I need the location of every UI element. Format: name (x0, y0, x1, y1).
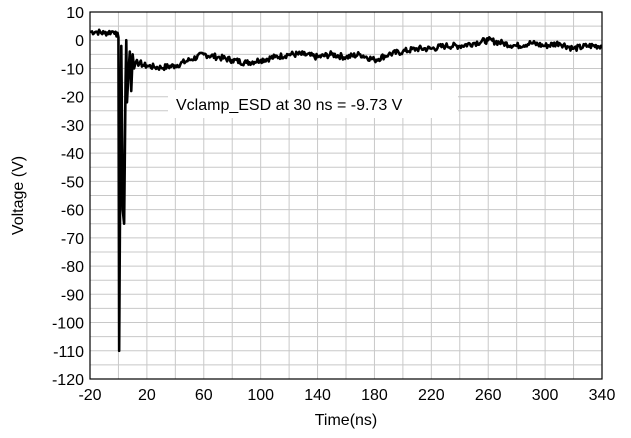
x-tick-label: 60 (195, 387, 213, 404)
y-tick-label: -120 (52, 372, 84, 389)
x-tick-label: 180 (361, 387, 388, 404)
voltage-series-line (89, 28, 603, 353)
y-tick-label: -90 (61, 287, 84, 304)
x-tick-label: 220 (418, 387, 445, 404)
y-tick-label: -70 (61, 231, 84, 248)
y-tick-label: -80 (61, 259, 84, 276)
y-tick-label: -10 (61, 61, 84, 78)
y-tick-label: -50 (61, 174, 84, 191)
plot-frame (89, 11, 603, 380)
x-tick-labels: -20 20 60 100 140 180 220 260 300 340 (78, 387, 615, 404)
y-tick-labels: 10 0 -10 -20 -30 -40 -50 -60 -70 -80 -90 -100 -110 -1… (52, 5, 84, 389)
annotation-text: Vclamp_ESD at 30 ns = -9.73 V (176, 97, 403, 114)
y-tick-label: -110 (53, 344, 84, 361)
y-tick-label: -60 (61, 203, 84, 220)
y-tick-label: -20 (61, 90, 84, 107)
y-tick-label: -40 (61, 146, 84, 163)
x-tick-label: 340 (589, 387, 616, 404)
y-tick-label: 0 (75, 33, 84, 50)
x-tick-label: 100 (247, 387, 274, 404)
x-tick-label: -20 (78, 387, 101, 404)
y-tick-label: 10 (66, 5, 84, 22)
x-tick-label: 140 (304, 387, 331, 404)
y-axis-label: Voltage (V) (10, 156, 27, 235)
grid (89, 11, 603, 380)
x-axis-label: Time(ns) (315, 412, 378, 429)
y-tick-label: -100 (52, 316, 84, 333)
annotation-box (168, 90, 458, 118)
x-tick-label: 260 (475, 387, 502, 404)
x-tick-label: 300 (532, 387, 559, 404)
y-tick-label: -30 (61, 118, 84, 135)
x-tick-label: 20 (138, 387, 156, 404)
